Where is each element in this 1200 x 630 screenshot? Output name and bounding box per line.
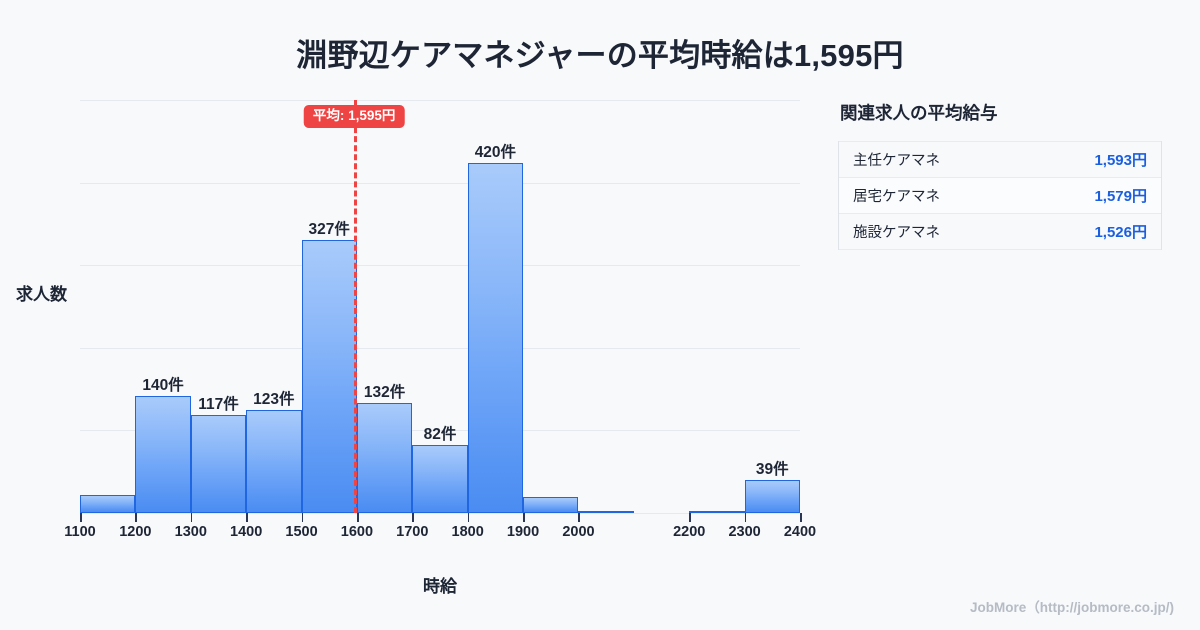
- axis-baseline: [80, 513, 800, 514]
- x-axis-tick: [689, 513, 691, 522]
- bar-value-label: 39件: [755, 461, 789, 479]
- bar-value-label: 82件: [423, 425, 457, 443]
- related-salary-title: 関連求人の平均給与: [840, 103, 998, 123]
- table-row: 居宅ケアマネ 1,579円: [839, 178, 1161, 214]
- plot-area: 140件 117件 123件 327件 132件 82件 420件 39件 平均: 1,595…: [80, 100, 802, 522]
- bar-value-label: 117件: [198, 396, 239, 414]
- bar-value-label: 140件: [142, 377, 184, 395]
- average-line: [354, 100, 358, 513]
- bar: [246, 410, 302, 513]
- x-axis-tick-label: 1600: [340, 524, 374, 540]
- chart-canvas: 求人数 140件 117件 123件 327件 132件 82件 420件 39件 平均: 1…: [16, 100, 817, 596]
- x-axis-tick-label: 2000: [562, 524, 595, 540]
- related-salary-label: 施設ケアマネ: [853, 225, 940, 241]
- x-axis-tick-label: 1500: [285, 524, 318, 540]
- x-axis-tick: [578, 513, 581, 522]
- x-axis-tick: [80, 513, 82, 522]
- x-axis-title: 時給: [423, 577, 457, 596]
- x-axis-tick-label: 1800: [451, 524, 484, 540]
- gridline: [80, 348, 800, 349]
- x-axis-tick: [135, 513, 137, 522]
- x-axis-tick-label: 2400: [783, 524, 817, 540]
- x-axis-tick: [412, 513, 414, 522]
- bar-value-label: 132件: [363, 383, 406, 401]
- x-axis-tick: [301, 513, 304, 522]
- x-axis-tick-label: 1400: [230, 524, 263, 540]
- x-axis-tick-label: 1700: [396, 524, 429, 540]
- x-axis-tick-label: 1300: [174, 524, 207, 540]
- x-axis-tick: [800, 513, 802, 522]
- related-salary-value: 1,593円: [1094, 152, 1147, 169]
- page-title: 淵野辺ケアマネジャーの平均時給は1,595円: [296, 38, 904, 73]
- related-salary-label: 居宅ケアマネ: [853, 189, 940, 205]
- related-salary-label: 主任ケアマネ: [853, 153, 940, 169]
- bar: [744, 480, 800, 513]
- bar-value-label: 420件: [474, 143, 517, 161]
- related-salary-value: 1,579円: [1094, 188, 1147, 205]
- bar: [356, 402, 413, 513]
- average-badge: 平均: 1,595円: [303, 105, 405, 128]
- bar: [190, 415, 247, 513]
- y-axis-title: 求人数: [16, 285, 67, 304]
- x-axis-tick: [523, 513, 525, 522]
- gridline: [80, 183, 800, 184]
- related-salary-panel: 関連求人の平均給与 主任ケアマネ 1,593円居宅ケアマネ 1,579円施設ケアマネ…: [838, 100, 1168, 250]
- bar: [301, 240, 357, 513]
- x-axis-tick: [190, 513, 193, 522]
- bar: [689, 511, 745, 513]
- bar: [523, 497, 579, 513]
- table-row: 主任ケアマネ 1,593円: [839, 141, 1161, 178]
- bar: [467, 162, 524, 513]
- gridline: [80, 100, 800, 101]
- bar: [80, 494, 136, 513]
- x-axis-tick-label: 1900: [506, 524, 540, 540]
- footer-attribution: JobMore（http://jobmore.co.jp/): [970, 600, 1174, 615]
- bar-value-label: 327件: [308, 221, 350, 239]
- x-axis-tick: [246, 513, 248, 522]
- bar: [578, 511, 634, 513]
- x-axis-tick-label: 2300: [728, 524, 761, 540]
- x-axis-tick-label: 1200: [119, 524, 152, 540]
- x-axis-tick-label: 2200: [673, 524, 706, 540]
- x-axis-tick: [356, 513, 359, 522]
- related-salary-table: 主任ケアマネ 1,593円居宅ケアマネ 1,579円施設ケアマネ 1,526円: [838, 141, 1162, 250]
- x-axis-tick-label: 1100: [64, 524, 96, 540]
- bar: [135, 396, 191, 513]
- x-axis-tick: [467, 513, 470, 522]
- gridline: [80, 430, 800, 431]
- bar-value-label: 123件: [253, 391, 295, 409]
- x-axis-tick: [744, 513, 747, 522]
- table-row: 施設ケアマネ 1,526円: [839, 214, 1161, 250]
- related-salary-value: 1,526円: [1094, 224, 1147, 241]
- gridline: [80, 265, 800, 266]
- bar: [412, 444, 468, 513]
